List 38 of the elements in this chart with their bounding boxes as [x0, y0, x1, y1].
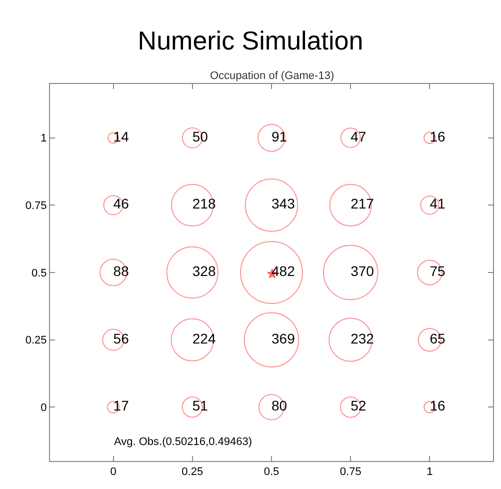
- data-label: 369: [272, 330, 296, 346]
- data-label: 88: [113, 263, 130, 279]
- data-label: 217: [350, 196, 374, 212]
- y-tick-label: 0.75: [25, 200, 47, 212]
- data-label: 17: [113, 398, 130, 414]
- data-label: 232: [350, 330, 374, 346]
- data-label: 47: [350, 128, 366, 144]
- data-label: 80: [272, 398, 288, 414]
- data-label: 16: [430, 398, 446, 414]
- x-tick-label: 0.5: [264, 466, 280, 478]
- x-tick-label: 1: [426, 466, 433, 478]
- data-label: 14: [113, 128, 130, 144]
- data-label: 218: [192, 196, 216, 212]
- data-label: 224: [192, 330, 216, 346]
- x-tick-label: 0.75: [340, 466, 362, 478]
- data-label: 65: [430, 330, 446, 346]
- data-label: 328: [192, 263, 216, 279]
- data-label: 91: [272, 128, 288, 144]
- data-label: 16: [430, 128, 446, 144]
- data-label: 51: [192, 398, 208, 414]
- data-label: 56: [113, 330, 130, 346]
- data-label: 343: [272, 196, 296, 212]
- data-label: 370: [350, 263, 374, 279]
- annotation: Avg. Obs.(0.50216,0.49463): [114, 436, 252, 448]
- y-tick-label: 0: [40, 402, 47, 414]
- chart-subtitle: Occupation of (Game-13): [210, 70, 334, 82]
- y-tick-label: 0.25: [25, 334, 47, 347]
- data-label: 75: [430, 263, 446, 279]
- data-label: 41: [430, 196, 446, 212]
- y-tick-label: 0.5: [32, 267, 47, 280]
- x-tick-label: 0: [110, 466, 116, 478]
- x-tick-label: 0.25: [182, 466, 204, 478]
- data-label: 482: [272, 263, 296, 279]
- data-label: 46: [113, 196, 130, 212]
- chart-title: Numeric Simulation: [138, 25, 364, 56]
- data-label: 52: [350, 398, 366, 414]
- y-tick-label: 1: [40, 132, 47, 145]
- data-label: 50: [192, 128, 208, 144]
